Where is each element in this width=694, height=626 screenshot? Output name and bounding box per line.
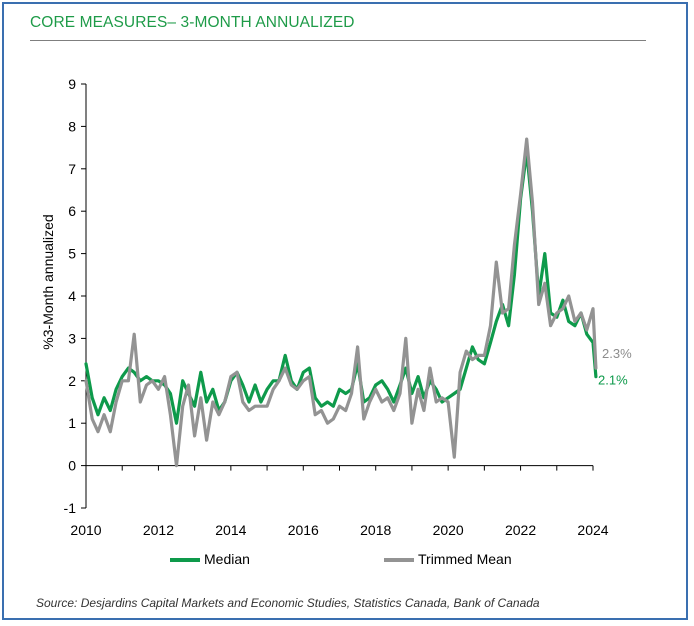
y-tick-label: 5 bbox=[68, 246, 76, 262]
series-line-trimmed-mean bbox=[84, 137, 598, 468]
series-line-median bbox=[84, 150, 598, 425]
y-tick-label: 7 bbox=[68, 161, 76, 177]
end-label-median: 2.1% bbox=[598, 373, 628, 388]
y-tick-label: 2 bbox=[68, 373, 76, 389]
chart-labels: -1 0 1 2 3 4 5 6 7 8 9 2010 2012 2014 2016 2018 2020 2022… bbox=[40, 76, 632, 538]
chart-title: CORE MEASURES– 3-MONTH ANNUALIZED bbox=[30, 14, 355, 31]
chart-series bbox=[84, 137, 598, 468]
x-tick-label: 2020 bbox=[433, 522, 464, 538]
y-tick-label: -1 bbox=[64, 500, 77, 516]
y-axis-title: %3-Month annualized bbox=[40, 214, 56, 349]
x-tick-label: 2014 bbox=[215, 522, 246, 538]
x-tick-label: 2018 bbox=[360, 522, 391, 538]
x-tick-label: 2022 bbox=[505, 522, 536, 538]
chart-axes bbox=[81, 83, 594, 509]
y-tick-label: 9 bbox=[68, 76, 76, 92]
legend-item-trimmed-mean: Trimmed Mean bbox=[384, 551, 512, 567]
legend-label-median: Median bbox=[204, 551, 250, 567]
end-label-trimmed-mean: 2.3% bbox=[602, 346, 632, 361]
legend-swatch-median bbox=[170, 558, 200, 563]
x-tick-label: 2012 bbox=[143, 522, 174, 538]
y-tick-label: 1 bbox=[68, 415, 76, 431]
y-tick-label: 0 bbox=[68, 458, 76, 474]
legend-swatch-trimmed-mean bbox=[384, 558, 414, 563]
x-tick-label: 2016 bbox=[288, 522, 319, 538]
legend-item-median: Median bbox=[170, 551, 250, 567]
chart-frame bbox=[2, 2, 688, 620]
y-tick-label: 3 bbox=[68, 330, 76, 346]
y-tick-label: 4 bbox=[68, 288, 76, 304]
y-tick-label: 8 bbox=[68, 118, 76, 134]
title-divider bbox=[30, 40, 646, 41]
x-tick-label: 2024 bbox=[577, 522, 608, 538]
x-tick-label: 2010 bbox=[70, 522, 101, 538]
y-tick-label: 6 bbox=[68, 203, 76, 219]
source-note: Source: Desjardins Capital Markets and E… bbox=[36, 596, 540, 610]
legend-label-trimmed-mean: Trimmed Mean bbox=[418, 551, 512, 567]
